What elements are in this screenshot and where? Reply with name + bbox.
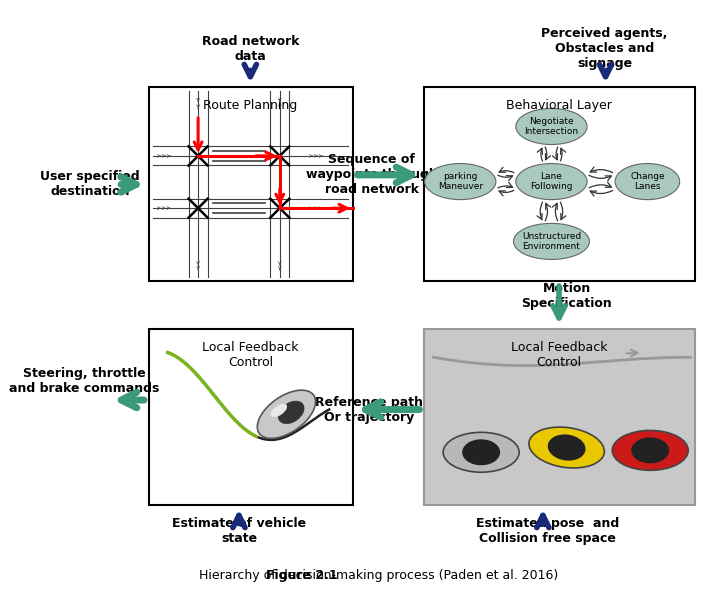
Text: Figure 2.1: Figure 2.1 xyxy=(266,569,337,582)
Bar xyxy=(424,329,695,504)
Text: Reference path
Or trajectory: Reference path Or trajectory xyxy=(315,395,423,424)
Text: Estimate of vehicle
state: Estimate of vehicle state xyxy=(172,517,306,545)
Text: parking
Maneuver: parking Maneuver xyxy=(438,172,483,192)
Text: Route Planning: Route Planning xyxy=(203,99,297,112)
Text: Behavioral Layer: Behavioral Layer xyxy=(506,99,612,112)
Text: Local Feedback
Control: Local Feedback Control xyxy=(510,341,607,369)
Text: Steering, throttle
and brake commands: Steering, throttle and brake commands xyxy=(9,367,159,395)
Text: Motion
Specification: Motion Specification xyxy=(521,282,612,310)
Text: Perceived agents,
Obstacles and
signage: Perceived agents, Obstacles and signage xyxy=(541,27,668,70)
Ellipse shape xyxy=(612,430,688,470)
Text: Unstructured
Environment: Unstructured Environment xyxy=(522,232,581,251)
Ellipse shape xyxy=(271,404,287,417)
Ellipse shape xyxy=(279,401,304,424)
Ellipse shape xyxy=(513,223,590,259)
Bar xyxy=(424,86,695,282)
Ellipse shape xyxy=(257,390,315,438)
Text: Negotiate
Intersection: Negotiate Intersection xyxy=(524,117,578,136)
Ellipse shape xyxy=(516,163,587,200)
Ellipse shape xyxy=(548,435,585,461)
Text: Road network
data: Road network data xyxy=(202,35,299,62)
Text: Lane
Following: Lane Following xyxy=(530,172,572,192)
Ellipse shape xyxy=(516,108,587,144)
Ellipse shape xyxy=(425,163,496,200)
Bar xyxy=(149,86,353,282)
Text: Hierarchy of decision-making process (Paden et al. 2016): Hierarchy of decision-making process (Pa… xyxy=(195,569,558,582)
Text: User specified
destination: User specified destination xyxy=(40,170,140,198)
Ellipse shape xyxy=(529,427,604,468)
Ellipse shape xyxy=(444,432,519,472)
Text: Sequence of
waypoints through
road network: Sequence of waypoints through road netwo… xyxy=(306,154,438,196)
Ellipse shape xyxy=(631,438,669,463)
Bar xyxy=(149,329,353,504)
Text: Estimated pose  and
Collision free space: Estimated pose and Collision free space xyxy=(476,517,619,545)
Text: Local Feedback
Control: Local Feedback Control xyxy=(202,341,299,369)
Ellipse shape xyxy=(462,439,500,465)
Ellipse shape xyxy=(615,163,680,200)
Text: Change
Lanes: Change Lanes xyxy=(630,172,665,192)
